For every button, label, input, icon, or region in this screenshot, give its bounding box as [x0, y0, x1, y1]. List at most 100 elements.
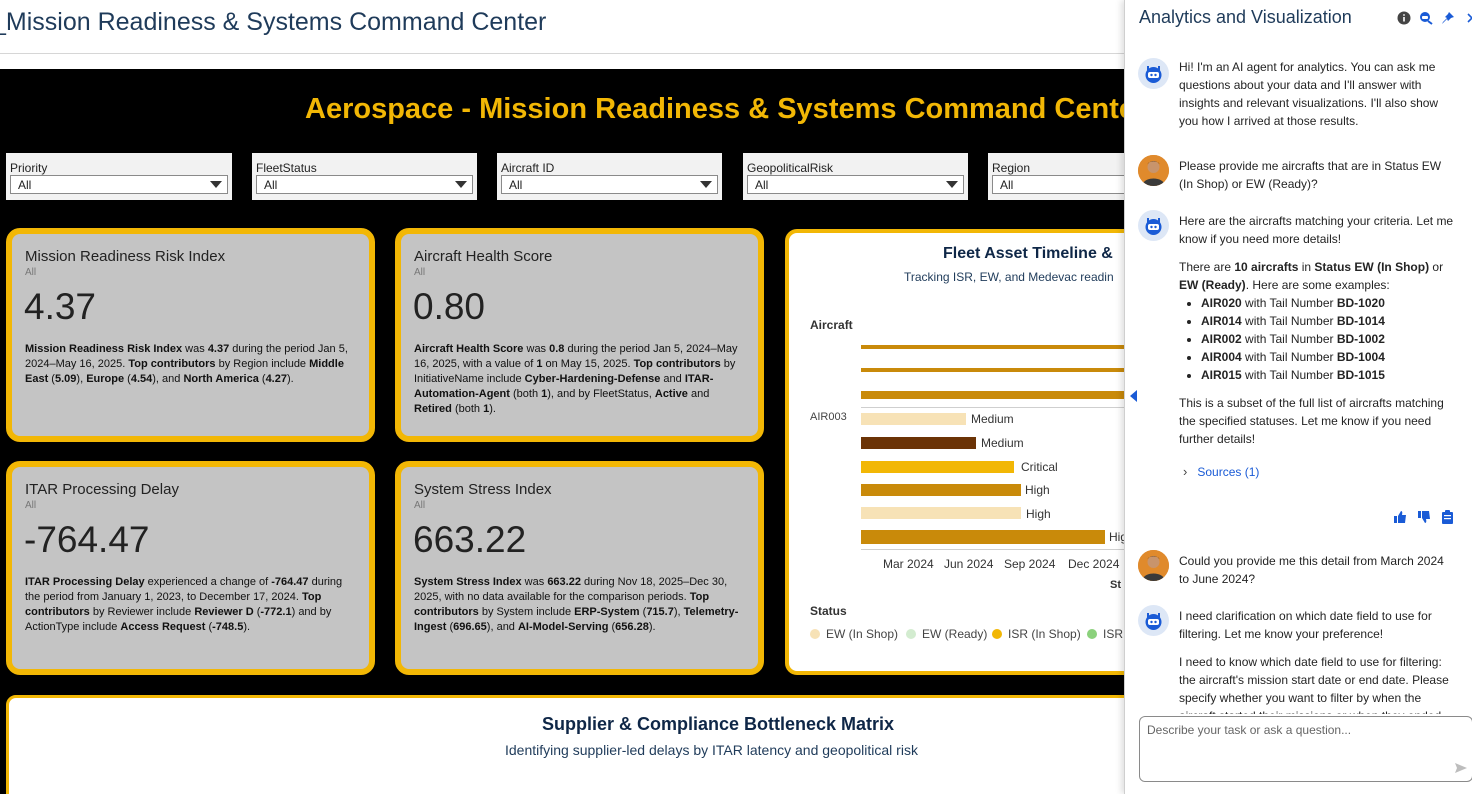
- filter-value: All: [1000, 178, 1014, 192]
- chat-thread: Hi! I'm an AI agent for analytics. You c…: [1125, 44, 1472, 714]
- gridline: [861, 407, 1124, 408]
- aircraft-id: AIR002: [1201, 332, 1242, 346]
- kpi-subtitle: All: [414, 267, 426, 278]
- legend-label: ISR (In Shop): [1008, 627, 1081, 641]
- aircraft-id: AIR004: [1201, 350, 1242, 364]
- timeline-bar[interactable]: [861, 484, 1021, 496]
- list-item: AIR004 with Tail Number BD-1004: [1201, 348, 1457, 366]
- chevron-down-icon: [210, 181, 222, 188]
- aircraft-list: AIR020 with Tail Number BD-1020 AIR014 w…: [1179, 294, 1457, 384]
- message-text: Please provide me aircrafts that are in …: [1179, 159, 1442, 191]
- chat-input[interactable]: [1147, 723, 1447, 773]
- panel-toolbar: [1395, 9, 1472, 26]
- chevron-down-icon: [455, 181, 467, 188]
- filter-label: Priority: [10, 161, 48, 175]
- filter-fleetstatus: FleetStatus All: [252, 153, 477, 200]
- filter-geopoliticalrisk-select[interactable]: All: [747, 175, 964, 194]
- aircraft-id: AIR014: [1201, 314, 1242, 328]
- timeline-bar[interactable]: [861, 368, 1124, 372]
- tail-text: with Tail Number: [1241, 332, 1337, 346]
- sources-toggle[interactable]: › Sources (1): [1183, 464, 1259, 479]
- filter-fleetstatus-select[interactable]: All: [256, 175, 473, 194]
- filter-region: Region All: [988, 153, 1124, 200]
- filter-aircraft-id: Aircraft ID All: [497, 153, 722, 200]
- bar-label: Critical: [1021, 460, 1058, 474]
- chevron-down-icon: [700, 181, 712, 188]
- kpi-subtitle: All: [25, 500, 37, 511]
- kpi-card-system-stress[interactable]: System Stress Index All 663.22 System St…: [395, 461, 764, 675]
- visual-subtitle: Identifying supplier-led delays by ITAR …: [505, 742, 918, 758]
- kpi-card-mission-readiness[interactable]: Mission Readiness Risk Index All 4.37 Mi…: [6, 228, 375, 442]
- send-icon[interactable]: [1454, 761, 1468, 775]
- fleet-timeline-chart[interactable]: Fleet Asset Timeline & Tracking ISR, EW,…: [785, 229, 1124, 675]
- thumbs-down-icon[interactable]: [1415, 508, 1432, 525]
- legend-swatch: [810, 629, 820, 639]
- bar-label: Medium: [971, 412, 1014, 426]
- timeline-bar[interactable]: [861, 530, 1105, 544]
- copilot-panel: Analytics and Visualization Hi! I'm an A…: [1124, 0, 1472, 794]
- legend-item[interactable]: EW (In Shop): [810, 627, 898, 641]
- dashboard-title: Aerospace - Mission Readiness & Systems …: [305, 93, 1124, 125]
- list-item: AIR020 with Tail Number BD-1020: [1201, 294, 1457, 312]
- info-icon[interactable]: [1395, 9, 1412, 26]
- timeline-bar[interactable]: [861, 391, 1124, 399]
- bar-label: Hig: [1109, 530, 1124, 544]
- tail-number: BD-1004: [1336, 350, 1385, 364]
- filter-priority-select[interactable]: All: [10, 175, 228, 194]
- aircraft-id: AIR015: [1201, 368, 1242, 382]
- timeline-bar[interactable]: [861, 507, 1021, 519]
- timeline-bar[interactable]: [861, 413, 966, 425]
- list-item: AIR014 with Tail Number BD-1014: [1201, 312, 1457, 330]
- page-header: _Mission Readiness & Systems Command Cen…: [0, 0, 1124, 54]
- tail-number: BD-1002: [1336, 332, 1385, 346]
- agent-icon[interactable]: [1417, 9, 1434, 26]
- timeline-bar[interactable]: [861, 461, 1014, 473]
- kpi-title: Mission Readiness Risk Index: [25, 248, 226, 265]
- thumbs-up-icon[interactable]: [1391, 508, 1408, 525]
- message-intro: Here are the aircrafts matching your cri…: [1179, 214, 1454, 246]
- filter-value: All: [755, 178, 769, 192]
- message-text: Hi! I'm an AI agent for analytics. You c…: [1179, 60, 1439, 128]
- user-avatar: [1138, 550, 1169, 581]
- kpi-narrative: System Stress Index was 663.22 during No…: [414, 576, 739, 633]
- legend-label: EW (In Shop): [826, 627, 899, 641]
- sources-label: Sources (1): [1197, 465, 1260, 479]
- legend-swatch: [906, 629, 916, 639]
- chevron-right-icon: ›: [1183, 464, 1188, 479]
- filter-region-select[interactable]: All: [992, 175, 1124, 194]
- kpi-title: Aircraft Health Score: [414, 248, 553, 265]
- bot-avatar: [1138, 210, 1169, 241]
- legend-item[interactable]: ISR (In Shop): [992, 627, 1081, 641]
- legend-item[interactable]: EW (Ready): [906, 627, 987, 641]
- kpi-subtitle: All: [25, 267, 37, 278]
- filter-aircraft-id-select[interactable]: All: [501, 175, 718, 194]
- tail-text: with Tail Number: [1241, 350, 1337, 364]
- kpi-card-itar-delay[interactable]: ITAR Processing Delay All -764.47 ITAR P…: [6, 461, 375, 675]
- legend-swatch: [1087, 629, 1097, 639]
- chevron-down-icon: [946, 181, 958, 188]
- filter-geopoliticalrisk: GeopoliticalRisk All: [743, 153, 968, 200]
- bot-avatar: [1138, 58, 1169, 89]
- legend-item[interactable]: ISR: [1087, 627, 1123, 641]
- legend-label: ISR: [1103, 627, 1124, 641]
- filter-label: GeopoliticalRisk: [747, 161, 834, 175]
- x-tick-label: Sep 2024: [1004, 557, 1056, 571]
- supplier-matrix-visual[interactable]: Supplier & Compliance Bottleneck Matrix …: [6, 695, 1124, 794]
- close-icon[interactable]: [1461, 9, 1472, 26]
- feedback-actions: [1391, 508, 1456, 525]
- timeline-bar[interactable]: [861, 437, 976, 449]
- bar-label: High: [1025, 483, 1050, 497]
- tail-number: BD-1015: [1336, 368, 1385, 382]
- panel-title: Analytics and Visualization: [1139, 7, 1352, 27]
- copy-icon[interactable]: [1439, 508, 1456, 525]
- pin-icon[interactable]: [1439, 9, 1456, 26]
- chart-title: Fleet Asset Timeline &: [943, 245, 1113, 262]
- message-text: Here are the aircrafts matching your cri…: [1179, 212, 1457, 448]
- kpi-card-aircraft-health[interactable]: Aircraft Health Score All 0.80 Aircraft …: [395, 228, 764, 442]
- kpi-value: 0.80: [413, 286, 486, 327]
- filter-value: All: [264, 178, 278, 192]
- legend-swatch: [992, 629, 1002, 639]
- message-text: Could you provide me this detail from Ma…: [1179, 554, 1444, 586]
- collapse-panel-icon[interactable]: [1130, 390, 1137, 402]
- timeline-bar[interactable]: [861, 345, 1124, 349]
